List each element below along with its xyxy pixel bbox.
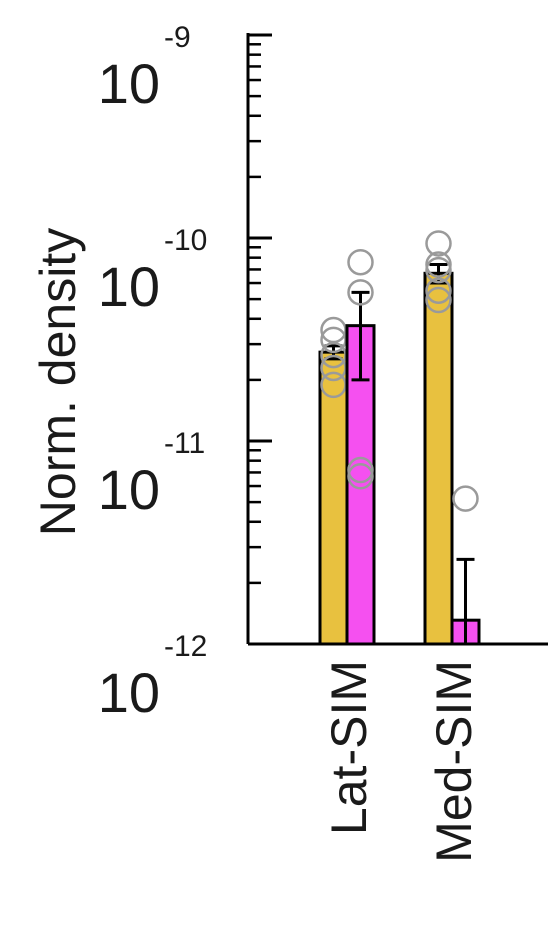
y-tick-label: 10 xyxy=(98,255,160,318)
y-tick-label: 10 xyxy=(98,458,160,521)
data-point xyxy=(347,279,374,306)
bar xyxy=(423,271,454,646)
data-point xyxy=(425,286,452,314)
data-point xyxy=(452,485,479,512)
data-point xyxy=(347,456,374,484)
y-tick-label: 10 xyxy=(98,52,160,115)
x-tick-label: Lat-SIM xyxy=(321,660,377,835)
data-point xyxy=(425,277,452,304)
data-point xyxy=(347,248,374,276)
x-tick-label: Med-SIM xyxy=(426,660,482,863)
y-tick-exponent: -11 xyxy=(164,427,205,460)
data-point xyxy=(347,463,374,490)
y-axis-label: Norm. density xyxy=(30,228,86,536)
y-tick-exponent: -12 xyxy=(164,630,207,663)
y-tick-exponent: -9 xyxy=(164,21,191,54)
y-tick-label: 10 xyxy=(98,661,160,724)
data-point xyxy=(425,256,452,284)
data-point xyxy=(425,230,452,257)
y-tick-exponent: -10 xyxy=(164,224,207,257)
